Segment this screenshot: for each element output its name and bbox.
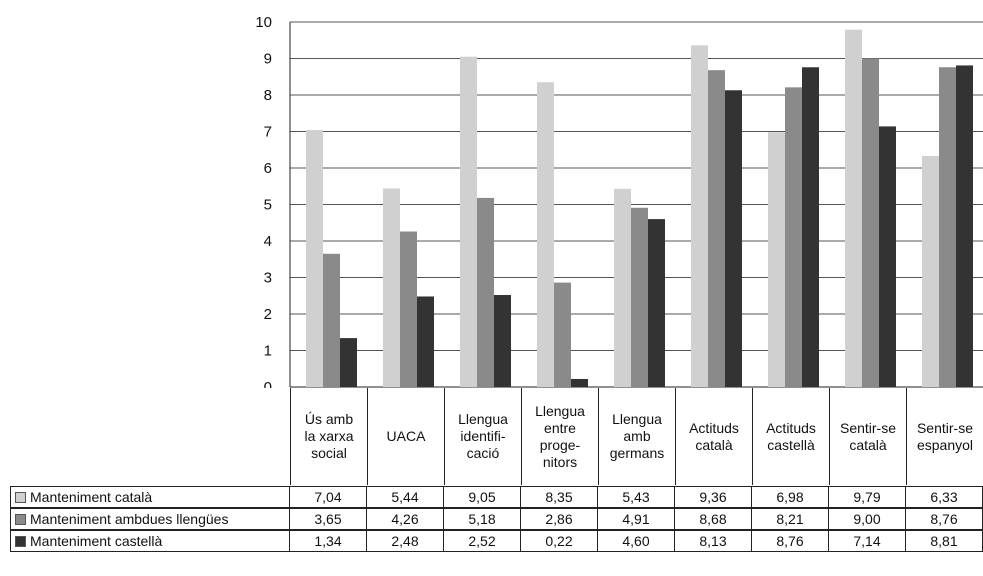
data-value-cell: 8,76 [906,508,983,530]
data-value-cell: 8,35 [521,486,598,508]
legend-swatch [15,491,26,503]
bar [802,67,819,387]
data-value-cell: 4,91 [598,508,675,530]
y-tick-label: 4 [264,233,272,250]
y-tick-label: 2 [264,306,272,323]
bar [845,29,862,387]
legend-entry: Manteniment català [10,486,290,508]
y-tick-label: 8 [264,87,272,104]
x-category-label: Ús amb la xarxa social [290,388,367,485]
x-category-label: UACA [367,388,444,485]
series-name: Manteniment castellà [30,533,163,549]
data-value-cell: 4,26 [367,508,444,530]
x-category-label: Actituds castellà [752,388,829,485]
x-category-label: Sentir-se català [829,388,906,485]
y-tick-label: 6 [264,160,272,177]
y-tick-label: 3 [264,270,272,287]
x-category-label: Llengua identifi- cació [444,388,521,485]
bar [956,65,973,387]
bar [537,82,554,387]
bar [383,188,400,387]
data-value-cell: 6,33 [906,486,983,508]
y-tick-label: 9 [264,51,272,68]
y-tick-label: 0 [264,379,272,388]
bar [340,338,357,387]
x-category-label: Sentir-se espanyol [906,388,983,485]
bar [725,90,742,387]
bar [400,231,417,387]
data-value-cell: 7,04 [290,486,367,508]
data-value-cell: 2,86 [521,508,598,530]
series-name: Manteniment català [30,489,153,505]
bar [691,45,708,388]
data-value-cell: 5,44 [367,486,444,508]
bar [323,253,340,387]
legend-swatch [15,535,26,547]
bar [477,197,494,387]
x-category-label: Llengua amb germans [598,388,675,485]
data-value-cell: 5,43 [598,486,675,508]
bar [631,207,648,387]
x-category-label: Actituds català [675,388,752,485]
data-table-row: Manteniment català 7,04 5,44 9,05 8,35 5,43 9,… [10,486,983,508]
data-value-cell: 5,18 [444,508,521,530]
data-value-cell: 3,65 [290,508,367,530]
data-value-cell: 2,52 [444,530,521,552]
bar [554,282,571,387]
data-value-cell: 8,76 [752,530,829,552]
legend-entry: Manteniment ambdues llengües [10,508,290,530]
bar [862,58,879,387]
bar [571,378,588,387]
bar [494,295,511,387]
bar [879,126,896,387]
data-value-cell: 8,13 [675,530,752,552]
bar [785,87,802,388]
data-value-cell: 0,22 [521,530,598,552]
series-name: Manteniment ambdues llengües [30,511,229,527]
bar [939,67,956,387]
bar [614,188,631,387]
bar [306,130,323,388]
legend-swatch [15,513,26,525]
bar [460,56,477,388]
data-value-cell: 8,68 [675,508,752,530]
data-value-cell: 1,34 [290,530,367,552]
y-tick-label: 1 [264,343,272,360]
data-value-cell: 8,21 [752,508,829,530]
data-table-row: Manteniment castellà 1,34 2,48 2,52 0,22 4,60… [10,530,983,552]
data-value-cell: 6,98 [752,486,829,508]
data-table-row: Manteniment ambdues llengües 3,65 4,26 5,18… [10,508,983,530]
y-tick-label: 5 [264,197,272,214]
data-value-cell: 9,00 [829,508,906,530]
data-value-cell: 9,05 [444,486,521,508]
data-value-cell: 4,60 [598,530,675,552]
data-value-cell: 9,79 [829,486,906,508]
legend-entry: Manteniment castellà [10,530,290,552]
data-value-cell: 7,14 [829,530,906,552]
bar-chart: 0 1 2 3 4 5 6 7 8 9 10 [255,14,983,388]
bar [417,296,434,387]
data-value-cell: 9,36 [675,486,752,508]
data-value-cell: 8,81 [906,530,983,552]
x-category-label: Llengua entre proge- nitors [521,388,598,485]
bar [768,132,785,387]
bar [708,70,725,388]
bar [922,155,939,387]
bar [648,219,665,387]
y-tick-label: 7 [264,124,272,141]
data-value-cell: 2,48 [367,530,444,552]
y-tick-label: 10 [255,14,272,31]
